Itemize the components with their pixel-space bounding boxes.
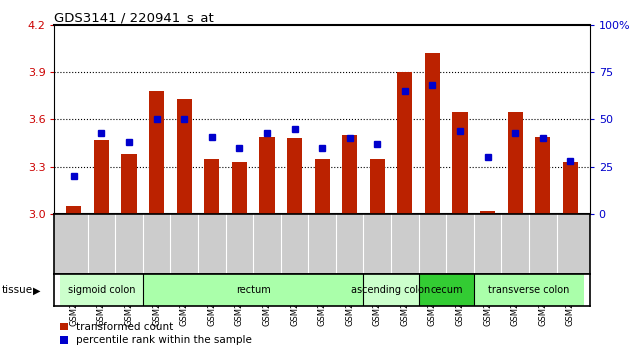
Text: cecum: cecum [430, 285, 463, 295]
Bar [121, 154, 137, 214]
Bar [315, 159, 329, 214]
Bar [425, 53, 440, 214]
Bar [232, 162, 247, 214]
Bar [66, 206, 81, 214]
Bar [176, 99, 192, 214]
Bar [287, 138, 302, 214]
Bar [143, 274, 363, 306]
Bar [204, 159, 219, 214]
Bar [342, 135, 357, 214]
Text: ascending colon: ascending colon [351, 285, 431, 295]
Text: ▶: ▶ [33, 285, 41, 295]
Legend: transformed count, percentile rank within the sample: transformed count, percentile rank withi… [60, 322, 253, 345]
Bar [370, 159, 385, 214]
Bar [474, 274, 584, 306]
Bar [453, 112, 468, 214]
Bar [149, 91, 164, 214]
Bar [508, 112, 523, 214]
Bar [260, 137, 274, 214]
Bar [535, 137, 551, 214]
Bar [397, 72, 412, 214]
Text: tissue: tissue [1, 285, 33, 295]
Text: sigmoid colon: sigmoid colon [68, 285, 135, 295]
Bar [363, 274, 419, 306]
Text: transverse colon: transverse colon [488, 285, 570, 295]
Bar [563, 162, 578, 214]
Bar [60, 274, 143, 306]
Bar [94, 140, 109, 214]
Bar [480, 211, 495, 214]
Text: GDS3141 / 220941_s_at: GDS3141 / 220941_s_at [54, 11, 214, 24]
Bar [419, 274, 474, 306]
Text: rectum: rectum [236, 285, 271, 295]
